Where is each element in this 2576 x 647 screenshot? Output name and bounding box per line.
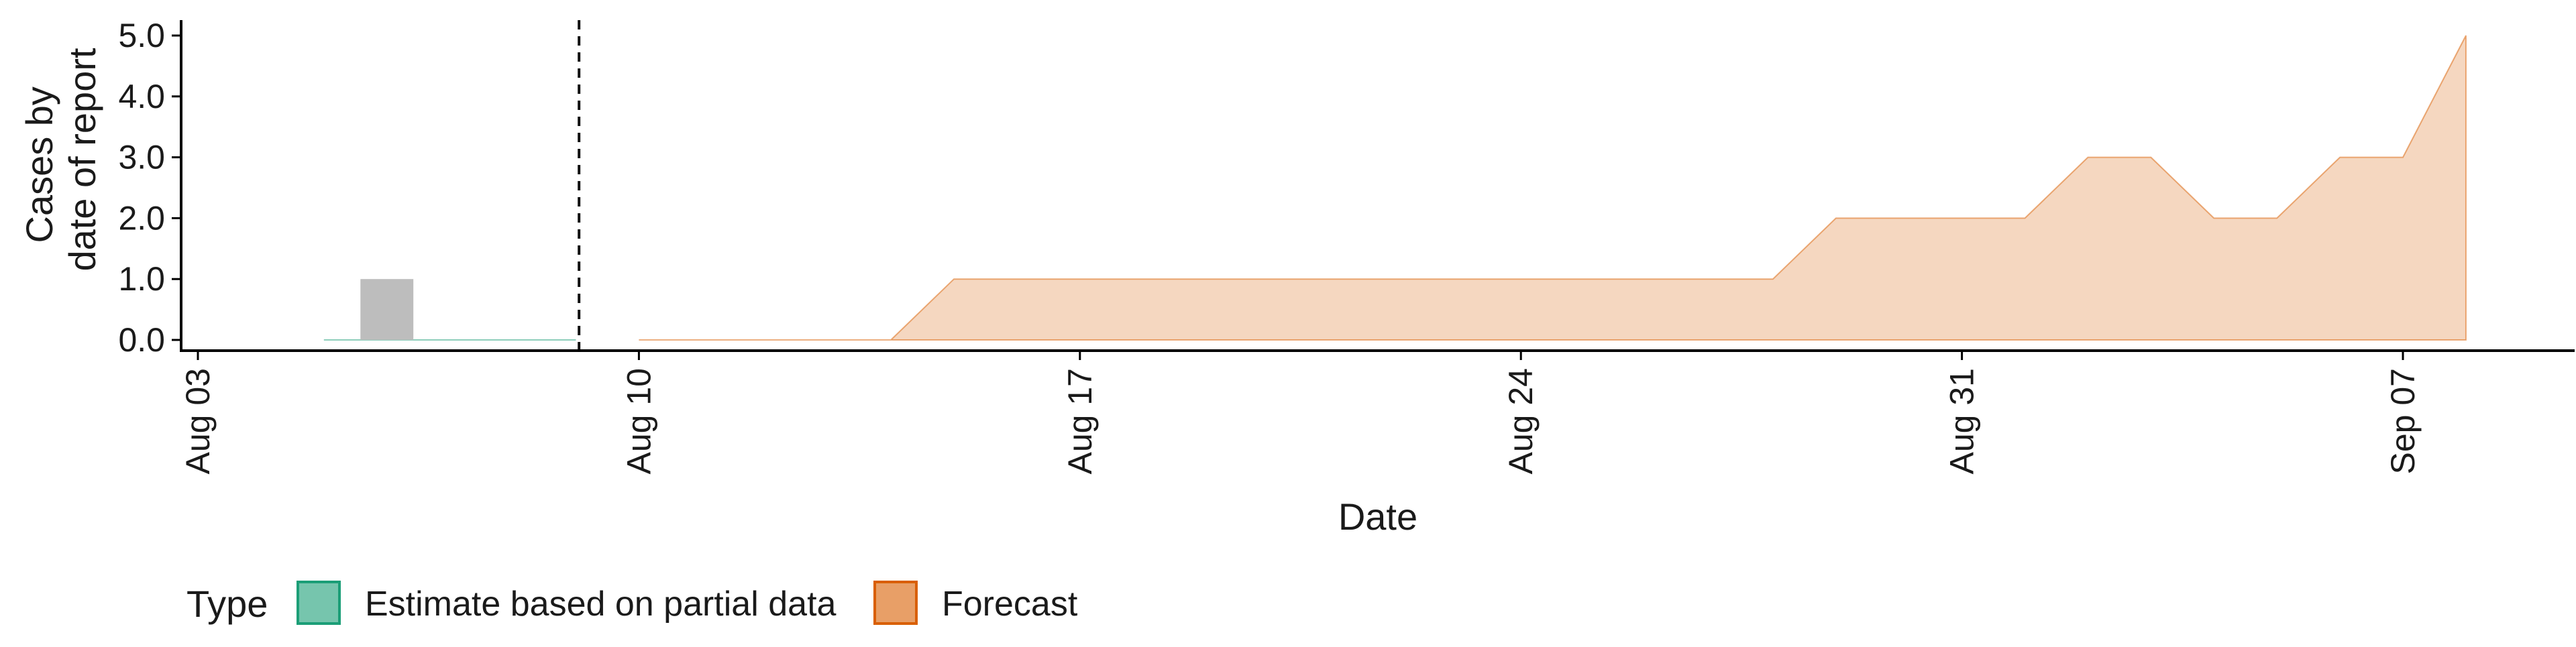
legend-item-0: Estimate based on partial data — [297, 581, 837, 625]
axes-layer — [180, 20, 2575, 352]
tick-layer: 0.0 1.0 2.0 3.0 4.0 5.0 Aug 03 Aug 10 Aug 17 Aug … — [118, 17, 2422, 474]
legend: Type Estimate based on partial data Forec… — [186, 581, 1078, 625]
y-tick-label: 1.0 — [118, 260, 165, 298]
y-tick-label: 4.0 — [118, 78, 165, 115]
y-axis-title-line-1: Cases by — [18, 86, 60, 243]
series-area-layer — [323, 35, 2467, 341]
x-tick-label: Aug 17 — [1061, 368, 1099, 474]
y-tick-label: 0.0 — [118, 321, 165, 359]
legend-title: Type — [186, 583, 268, 625]
x-tick-label: Aug 03 — [179, 368, 217, 474]
x-tick-label: Sep 07 — [2384, 368, 2422, 474]
observed-bar-0 — [360, 279, 414, 340]
legend-items: Estimate based on partial data Forecast — [297, 581, 1078, 625]
legend-swatch-0 — [297, 581, 341, 625]
legend-item-1: Forecast — [873, 581, 1078, 625]
legend-label-0: Estimate based on partial data — [365, 585, 837, 624]
y-tick-label: 2.0 — [118, 199, 165, 237]
x-tick-label: Aug 24 — [1502, 368, 1540, 474]
y-tick-label: 3.0 — [118, 139, 165, 176]
x-tick-label: Aug 31 — [1943, 368, 1981, 474]
series-area-1 — [639, 35, 2467, 341]
y-axis-title-line-2: date of report — [61, 48, 103, 272]
x-tick-label: Aug 10 — [620, 368, 657, 474]
x-axis-title: Date — [1338, 495, 1417, 538]
y-tick-label: 5.0 — [118, 17, 165, 54]
legend-label-1: Forecast — [942, 585, 1078, 624]
legend-swatch-1 — [873, 581, 918, 625]
observed-bar-layer — [360, 279, 414, 340]
y-axis-title: Cases by date of report — [18, 48, 103, 272]
